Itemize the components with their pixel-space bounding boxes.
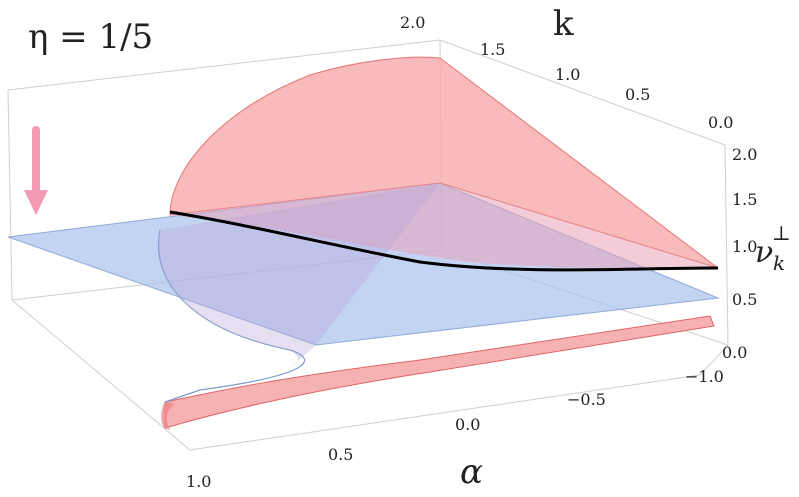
red-dome-front [170,183,718,269]
nu-axis-label: ν [755,235,773,270]
red-lower-band [164,315,715,429]
nu-tick-0.0: 0.0 [722,343,747,362]
alpha-tick-minus-1.0: −1.0 [685,367,724,386]
alpha-tick-1.0: 1.0 [186,472,211,491]
blue-fold-fill [158,183,440,368]
red-dome [169,56,719,269]
k-tick-2.0: 2.0 [400,13,425,32]
nu-tick-0.5: 0.5 [732,290,757,309]
alpha-axis-label: α [460,452,483,492]
alpha-tick-0.0: 0.0 [455,415,480,434]
k-tick-0.0: 0.0 [708,113,733,132]
nu-axis-sub: k [773,251,785,275]
intersection-curve [169,210,719,272]
pink-arrow [24,126,48,215]
k-tick-1.0: 1.0 [555,65,580,84]
alpha-axis: 1.0 0.5 0.0 −0.5 −1.0 α [186,367,724,492]
nu-axis: 2.0 1.5 1.0 0.5 0.0 ν k ⊥ [722,145,791,362]
k-axis-label: k [553,4,574,44]
nu-tick-1.5: 1.5 [732,190,757,209]
blue-fold [158,229,306,403]
k-axis: 2.0 1.5 1.0 0.5 0.0 k [400,4,733,132]
nu-tick-2.0: 2.0 [732,145,757,164]
alpha-tick-0.5: 0.5 [328,445,353,464]
nu-tick-1.0: 1.0 [732,237,757,256]
nu-axis-sup: ⊥ [772,221,791,245]
red-surface-series [161,56,719,430]
red-left-wall [161,402,175,430]
k-tick-1.5: 1.5 [480,40,505,59]
chart-title: η = 1/5 [28,17,153,57]
alpha-tick-minus-0.5: −0.5 [567,390,606,409]
k-tick-0.5: 0.5 [625,85,650,104]
